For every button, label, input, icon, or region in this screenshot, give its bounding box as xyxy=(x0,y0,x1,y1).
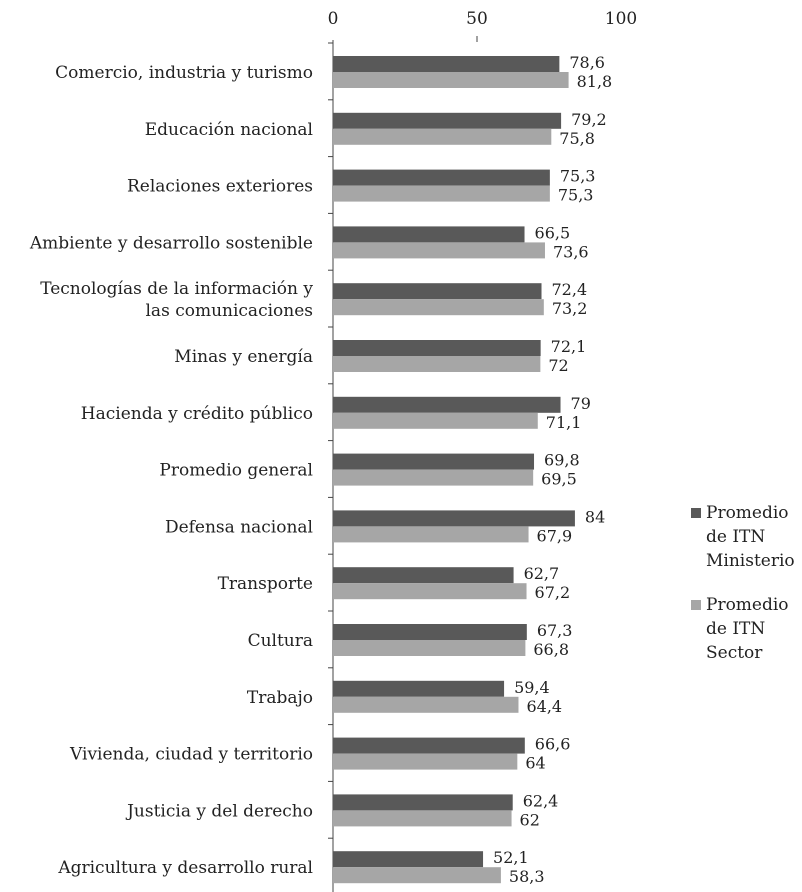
category-label: Vivienda, ciudad y territorio xyxy=(69,745,313,765)
bar-sector xyxy=(333,810,512,827)
value-label-sector: 81,8 xyxy=(577,72,613,91)
bar-sector xyxy=(333,469,534,486)
x-tick-label: 0 xyxy=(328,9,339,29)
category-label: Educación nacional xyxy=(145,120,313,140)
value-label-sector: 64,4 xyxy=(526,697,562,716)
value-label-ministerio: 79,2 xyxy=(571,110,607,129)
value-label-sector: 75,3 xyxy=(558,186,594,205)
value-label-ministerio: 66,6 xyxy=(535,735,571,754)
value-label-sector: 73,6 xyxy=(553,242,589,261)
value-label-sector: 71,1 xyxy=(546,413,582,432)
bar-sector xyxy=(333,72,569,88)
bar-ministerio xyxy=(333,567,514,584)
bar-ministerio xyxy=(333,226,525,243)
bar-ministerio xyxy=(333,851,484,868)
value-label-sector: 67,9 xyxy=(537,526,573,545)
category-label: Ambiente y desarrollo sostenible xyxy=(29,233,313,253)
bar-ministerio xyxy=(333,680,505,697)
bar-sector xyxy=(333,867,501,884)
value-label-sector: 72 xyxy=(548,356,568,375)
bar-sector xyxy=(333,242,545,259)
bar-ministerio xyxy=(333,56,560,72)
value-label-ministerio: 78,6 xyxy=(569,53,605,72)
value-label-sector: 66,8 xyxy=(533,640,569,659)
value-label-ministerio: 75,3 xyxy=(560,167,596,186)
category-label: Hacienda y crédito público xyxy=(81,404,313,424)
value-label-ministerio: 62,4 xyxy=(523,791,559,810)
legend-label: Sector xyxy=(706,643,763,663)
category-label: Agricultura y desarrollo rural xyxy=(57,858,313,878)
value-label-ministerio: 66,5 xyxy=(535,223,571,242)
bar-ministerio xyxy=(333,453,535,470)
category-label: Promedio general xyxy=(159,461,313,481)
bar-sector xyxy=(333,696,519,713)
bar-sector xyxy=(333,412,538,429)
bar-ministerio xyxy=(333,794,513,811)
value-label-ministerio: 72,1 xyxy=(551,337,587,356)
bar-ministerio xyxy=(333,340,541,356)
bar-ministerio xyxy=(333,112,562,129)
x-tick-label: 100 xyxy=(605,9,637,29)
bar-sector xyxy=(333,583,527,600)
bar-ministerio xyxy=(333,283,542,300)
value-label-ministerio: 72,4 xyxy=(552,280,588,299)
value-label-ministerio: 69,8 xyxy=(544,451,580,470)
value-label-ministerio: 52,1 xyxy=(493,848,529,867)
bar-ministerio xyxy=(333,169,550,186)
bar-sector xyxy=(333,299,544,316)
bar-ministerio xyxy=(333,396,561,413)
legend-swatch xyxy=(691,600,701,610)
x-tick-label: 50 xyxy=(466,9,488,29)
value-label-ministerio: 84 xyxy=(585,507,605,526)
legend-label: de ITN xyxy=(706,619,765,639)
value-label-sector: 69,5 xyxy=(541,470,577,489)
bar-sector xyxy=(333,128,552,145)
bar-sector xyxy=(333,753,518,770)
bar-ministerio xyxy=(333,510,575,527)
value-label-sector: 64 xyxy=(525,754,545,773)
bar-ministerio xyxy=(333,624,527,640)
category-label: Comercio, industria y turismo xyxy=(55,63,313,83)
category-label: Cultura xyxy=(248,631,313,651)
value-label-sector: 75,8 xyxy=(559,129,595,148)
category-label: Defensa nacional xyxy=(165,517,313,537)
category-label: Transporte xyxy=(218,574,313,594)
value-label-sector: 62 xyxy=(520,810,540,829)
bar-sector xyxy=(333,526,529,543)
value-label-ministerio: 62,7 xyxy=(524,564,560,583)
category-label: Justicia y del derecho xyxy=(125,801,313,821)
legend-label: de ITN xyxy=(706,527,765,547)
category-label: Minas y energía xyxy=(174,347,313,367)
value-label-sector: 67,2 xyxy=(535,583,571,602)
category-label: Relaciones exteriores xyxy=(127,177,313,197)
value-label-ministerio: 67,3 xyxy=(537,621,573,640)
value-label-ministerio: 59,4 xyxy=(514,678,550,697)
bar-sector xyxy=(333,185,550,202)
category-label: Trabajo xyxy=(247,688,313,708)
value-label-sector: 58,3 xyxy=(509,867,545,886)
legend-label: Promedio xyxy=(706,595,789,615)
legend-swatch xyxy=(691,508,701,518)
bar-sector xyxy=(333,356,541,372)
category-label: las comunicaciones xyxy=(146,301,314,321)
legend-label: Ministerio xyxy=(706,551,795,571)
value-label-ministerio: 79 xyxy=(571,394,591,413)
value-label-sector: 73,2 xyxy=(552,299,588,318)
bar-ministerio xyxy=(333,737,525,754)
bar-sector xyxy=(333,640,526,656)
legend-label: Promedio xyxy=(706,503,789,523)
category-label: Tecnologías de la información y xyxy=(40,279,313,299)
